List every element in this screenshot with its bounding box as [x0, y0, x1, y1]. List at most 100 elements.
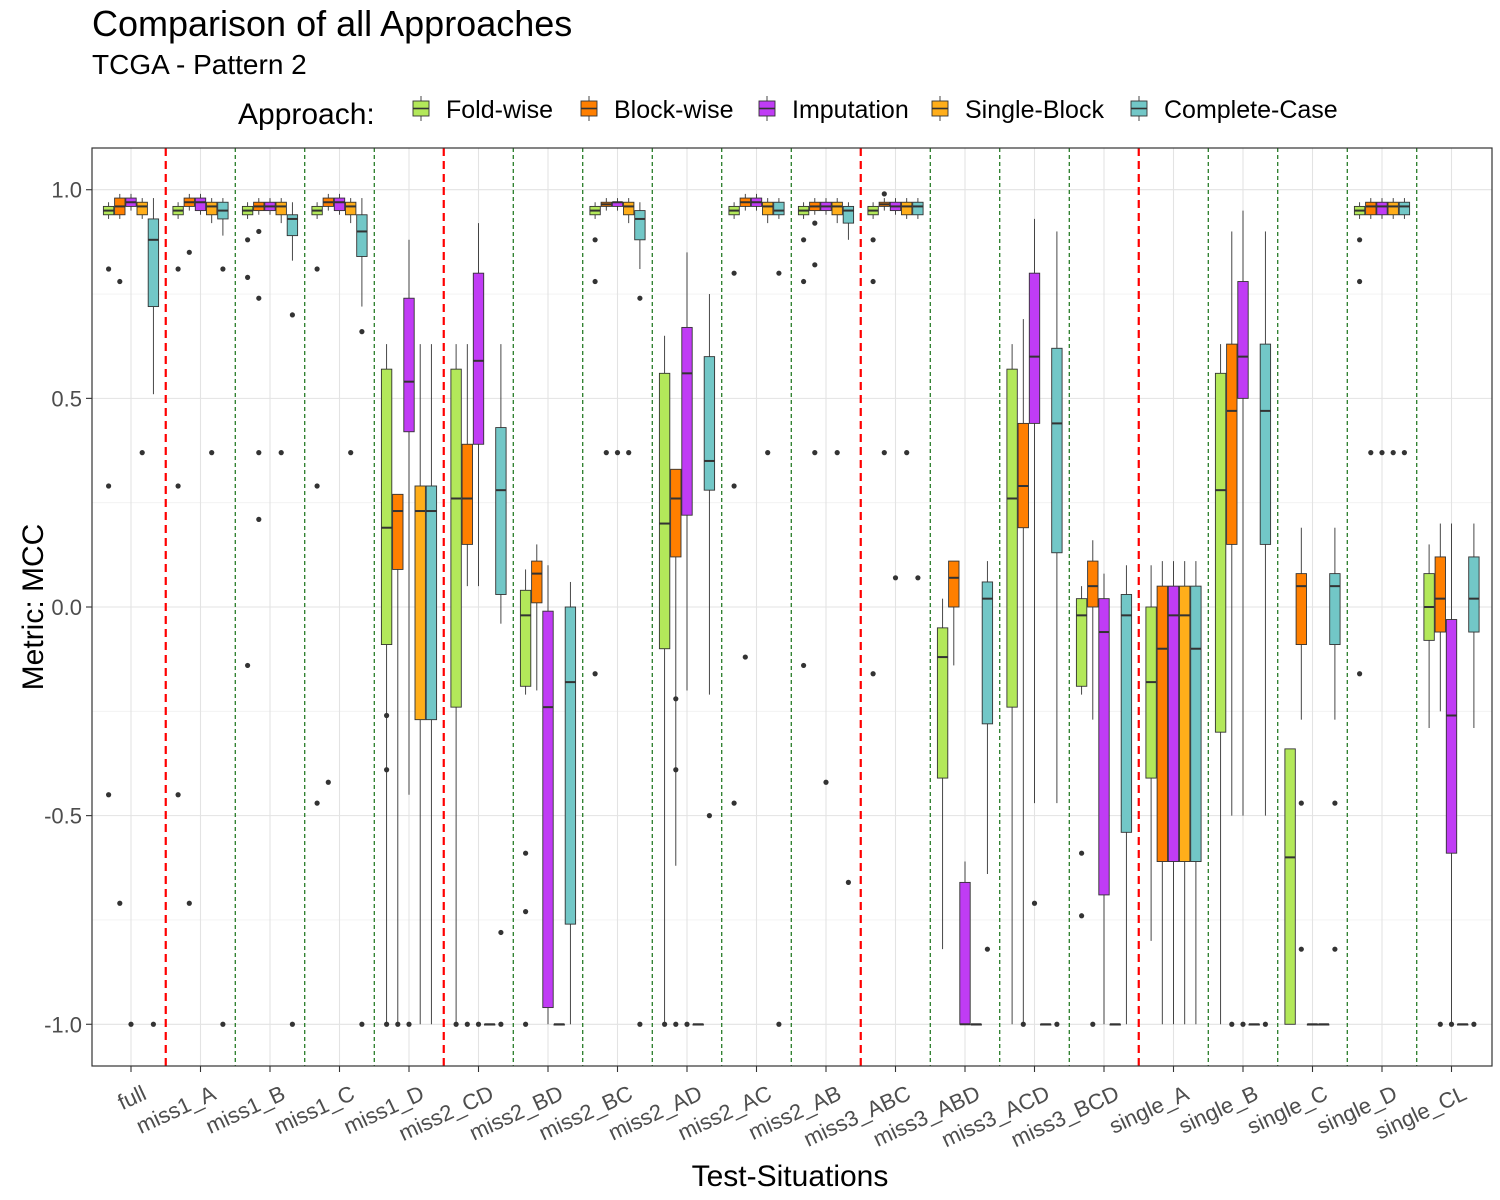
box-body	[403, 297, 415, 433]
y-tick-label: 0.5	[51, 386, 82, 411]
outlier-point	[812, 450, 818, 456]
outlier-point	[384, 712, 390, 719]
outlier-point	[117, 900, 123, 906]
outlier-point	[881, 191, 887, 197]
outlier-point	[359, 329, 365, 335]
outlier-point	[289, 312, 295, 318]
outlier-point	[1357, 278, 1363, 285]
x-tick-label: single_A	[1105, 1080, 1192, 1138]
box-full-Imputation	[125, 193, 137, 1027]
outlier-point	[523, 1021, 529, 1027]
box-miss2_AD-Imputation	[681, 252, 693, 1027]
outlier-point	[453, 1021, 459, 1027]
outlier-point	[1079, 913, 1085, 919]
outlier-point	[523, 850, 529, 856]
box-body	[1376, 201, 1388, 216]
outlier-point	[881, 450, 887, 456]
outlier-point	[256, 516, 262, 522]
outlier-point	[220, 266, 226, 272]
box-body	[147, 218, 160, 308]
outlier-point	[325, 779, 331, 785]
box-single_C-Complete-Case	[1329, 527, 1341, 952]
outlier-point	[1357, 237, 1363, 243]
outlier-point	[1262, 1021, 1268, 1027]
box-miss2_AB-Imputation	[820, 198, 832, 785]
group-separators	[164, 148, 1418, 1066]
box-miss3_ABD-Fold-wise	[936, 598, 949, 950]
box-miss2_AC-Block-wise	[739, 193, 751, 660]
outlier-point	[150, 1021, 156, 1027]
outlier-point	[359, 1021, 365, 1027]
box-body	[414, 485, 426, 721]
box-miss2_AC-Single-Block	[762, 198, 774, 456]
box-body	[286, 214, 299, 237]
y-axis-title: Metric: MCC	[17, 524, 50, 691]
box-body	[1087, 560, 1099, 608]
box-body	[912, 201, 924, 216]
box-body	[1295, 573, 1307, 646]
box-single_CL-Block-wise	[1434, 523, 1446, 1027]
outlier-point	[256, 450, 262, 456]
box-miss2_AB-Complete-Case	[842, 202, 855, 886]
box-body	[1365, 201, 1377, 216]
y-tick-label: 1.0	[51, 178, 82, 203]
box-single_C-Imputation	[1306, 1023, 1319, 1026]
box-body	[1006, 368, 1018, 708]
outlier-point	[1020, 1021, 1026, 1027]
outlier-point	[1298, 800, 1304, 806]
box-body	[703, 356, 716, 491]
box-miss3_BCD-Complete-Case	[1120, 565, 1133, 1025]
box-miss2_CD-Complete-Case	[495, 344, 507, 1027]
box-single_D-Complete-Case	[1398, 198, 1411, 456]
box-miss3_ACD-Imputation	[1028, 218, 1041, 906]
box-single_B-Block-wise	[1226, 231, 1238, 1027]
box-miss1_A-Complete-Case	[217, 198, 229, 1027]
outlier-point	[289, 1021, 295, 1027]
outlier-point	[684, 1021, 690, 1027]
outlier-point	[1054, 1021, 1060, 1027]
outlier-point	[1471, 1021, 1477, 1027]
box-single_A-Complete-Case	[1190, 561, 1202, 1025]
box-body	[1190, 585, 1202, 862]
legend-item-Imputation: Imputation	[758, 96, 909, 124]
outlier-point	[731, 270, 737, 276]
box-body	[773, 201, 785, 216]
box-body	[472, 272, 485, 445]
outlier-point	[1031, 900, 1038, 906]
box-miss1_C-Single-Block	[345, 198, 357, 456]
box-body	[1434, 556, 1446, 633]
box-body	[842, 205, 855, 224]
box-body	[542, 610, 554, 1009]
legend-item-Fold-wise: Fold-wise	[412, 96, 553, 124]
outlier-point	[209, 450, 215, 456]
outlier-point	[384, 1021, 390, 1027]
outlier-point	[742, 654, 748, 660]
box-body	[1051, 347, 1063, 554]
outlier-point	[592, 671, 598, 677]
box-body	[194, 197, 207, 212]
box-single_C-Fold-wise	[1284, 748, 1296, 1025]
outlier-point	[498, 929, 504, 936]
outlier-point	[1332, 946, 1338, 952]
box-miss2_AB-Block-wise	[809, 198, 821, 456]
outlier-point	[834, 450, 840, 456]
box-miss2_BC-Complete-Case	[634, 202, 646, 1027]
box-miss1_A-Single-Block	[206, 198, 218, 456]
outlier-point	[915, 575, 921, 581]
y-tick-label: -1.0	[44, 1012, 82, 1037]
box-full-Single-Block	[136, 198, 148, 456]
box-miss3_BCD-Fold-wise	[1075, 586, 1088, 919]
box-miss1_B-Block-wise	[253, 198, 265, 522]
outlier-point	[1437, 1021, 1443, 1027]
box-body	[762, 201, 774, 216]
chart-title: Comparison of all Approaches	[92, 3, 572, 44]
legend: Approach: Fold-wise Block-wise Imputation S…	[238, 96, 1338, 131]
y-axis: -1.0 -0.5 0.0 0.5 1.0	[44, 178, 92, 1037]
legend-label: Complete-Case	[1164, 96, 1338, 124]
outlier-point	[731, 483, 737, 489]
box-single_B-Single-Block	[1248, 1023, 1260, 1026]
box-miss2_BC-Block-wise	[600, 198, 612, 456]
outlier-point	[801, 662, 807, 669]
box-miss2_AC-Complete-Case	[773, 198, 785, 1027]
outlier-point	[870, 671, 876, 677]
